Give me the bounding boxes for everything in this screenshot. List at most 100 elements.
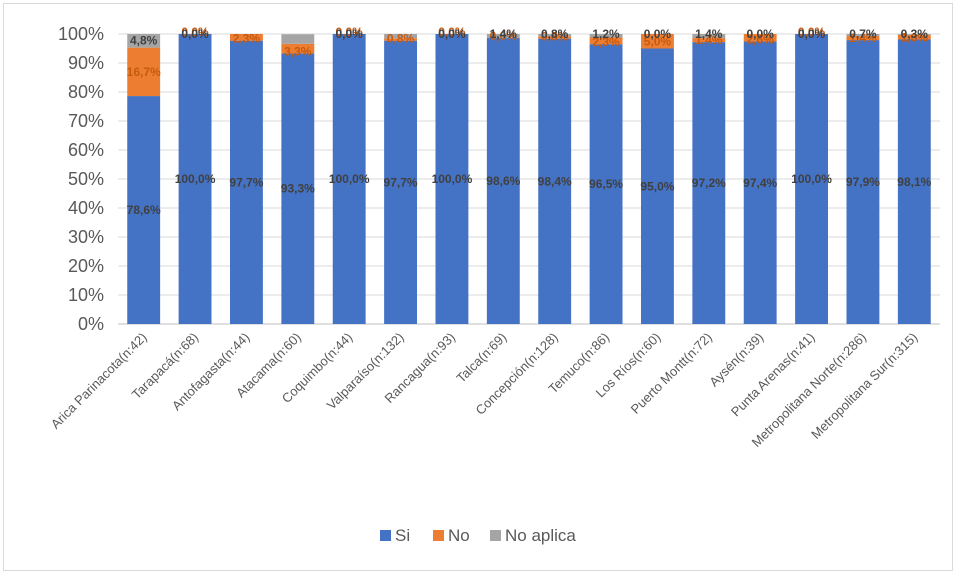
bars [127,34,931,325]
data-label-no-aplica: 0,8% [541,27,569,41]
bar-segment-si [897,39,931,324]
data-label-no: 0,8% [541,30,569,44]
data-label-no-aplica: 0,7% [849,27,877,41]
bar-segment-no-aplica [589,34,623,38]
data-label-si: 97,7% [229,175,263,189]
bar-segment-no [846,36,880,41]
bar-segment-si [332,34,366,324]
y-tick-label: 90% [68,53,104,73]
data-label-no: 0,0% [798,25,826,39]
data-label-no: 1,4% [695,33,723,47]
bar-segment-no [589,37,623,45]
data-label-no: 0,0% [336,25,364,39]
y-tick-label: 20% [68,256,104,276]
data-label-no-aplica: 0,0% [336,27,364,41]
data-label-si: 97,2% [692,176,726,190]
legend-label: No [448,526,470,545]
bar-segment-si [640,48,674,324]
y-tick-label: 40% [68,198,104,218]
y-tick-label: 30% [68,227,104,247]
data-label-no: 5,0% [644,34,672,48]
bar-segment-si [178,34,212,324]
bar-segment-no [281,43,315,54]
data-label-no: 2,6% [747,33,775,47]
data-label-no-aplica: 4,8% [130,34,158,48]
bar-segment-no-aplica [692,34,726,39]
data-label-no: 0,8% [387,32,415,46]
bar-segment-no [743,34,777,42]
data-label-no-aplica: 1,4% [490,27,518,41]
bar-segment-si [384,40,418,325]
y-tick-label: 10% [68,285,104,305]
bar-segment-no [538,36,572,39]
data-label-si: 98,1% [897,175,931,189]
bar-segment-si [846,40,880,325]
x-tick-label: Arica Parinacota(n:42) [48,330,150,432]
bar-segment-no-aplica [846,34,880,37]
data-label-no: 0,0% [438,25,466,39]
data-label-no-aplica: 0,0% [798,27,826,41]
data-label-si: 97,7% [384,175,418,189]
bar-segment-si [538,38,572,324]
bar-segment-si [589,44,623,325]
y-tick-label: 0% [78,314,104,334]
data-label-no: 16,7% [127,65,161,79]
data-label-si: 97,4% [743,176,777,190]
bar-segment-si [229,40,263,325]
data-label-no: 2,3% [592,35,620,49]
data-label-no: 0,0% [490,29,518,43]
bar-segment-si [127,96,161,324]
data-label-no: 1,4% [849,31,877,45]
y-tick-label: 100% [58,24,104,44]
y-tick-label: 80% [68,82,104,102]
bar-segment-si [692,42,726,325]
data-label-no: 0,0% [181,25,209,39]
legend-swatch [490,530,501,541]
data-label-si: 98,4% [538,174,572,188]
data-label-si: 98,6% [486,174,520,188]
data-label-no: 2,3% [233,32,261,46]
data-label-si: 100,0% [329,172,370,186]
bar-segment-no [640,34,674,49]
data-label-no-aplica: 0,0% [644,27,672,41]
bar-segment-no-aplica [486,34,520,39]
data-label-no-aplica: 1,2% [592,27,620,41]
bar-segment-si [486,38,520,325]
bar-segment-no [127,47,161,97]
data-labels: 78,6% 16,7% 4,8% 100,0% 0,0% 0,0% 97,7% 2,3% 93,… [127,25,932,217]
data-label-si: 100,0% [791,172,832,186]
data-label-no-aplica: 0,0% [438,27,466,41]
bar-segment-no [692,38,726,43]
data-label-si: 100,0% [175,172,216,186]
x-tick-label: Metropolitana Sur(n:315) [808,330,920,442]
legend-swatch [433,530,444,541]
bar-segment-no-aplica [384,34,418,39]
data-label-si: 95,0% [640,179,674,193]
legend-swatch [380,530,391,541]
bar-segment-si [795,34,829,324]
bar-segment-no [384,38,418,41]
legend-label: No aplica [505,526,576,545]
x-tick-label: Talca(n:69) [453,330,509,386]
y-tick-label: 50% [68,169,104,189]
legend-label: Si [395,526,410,545]
bar-segment-no [897,34,931,40]
bar-segment-no-aplica [897,34,931,35]
bar-segment-si [281,53,315,325]
bar-segment-si [743,41,777,324]
bar-segment-no-aplica [538,34,572,37]
data-label-no-aplica: 0,0% [181,27,209,41]
data-label-si: 93,3% [281,182,315,196]
chart-area [3,3,953,571]
data-label-si: 97,9% [846,175,880,189]
data-label-si: 78,6% [127,203,161,217]
x-axis-ticks: Arica Parinacota(n:42)Tarapacá(n:68)Anto… [48,330,921,450]
y-tick-label: 60% [68,140,104,160]
data-label-no-aplica: 0,3% [901,27,929,41]
bar-segment-no-aplica [281,34,315,44]
data-label-no-aplica: 1,4% [695,27,723,41]
data-label-no-aplica: 0,0% [747,27,775,41]
bar-segment-si [435,34,469,324]
bar-segment-no-aplica [127,34,161,48]
